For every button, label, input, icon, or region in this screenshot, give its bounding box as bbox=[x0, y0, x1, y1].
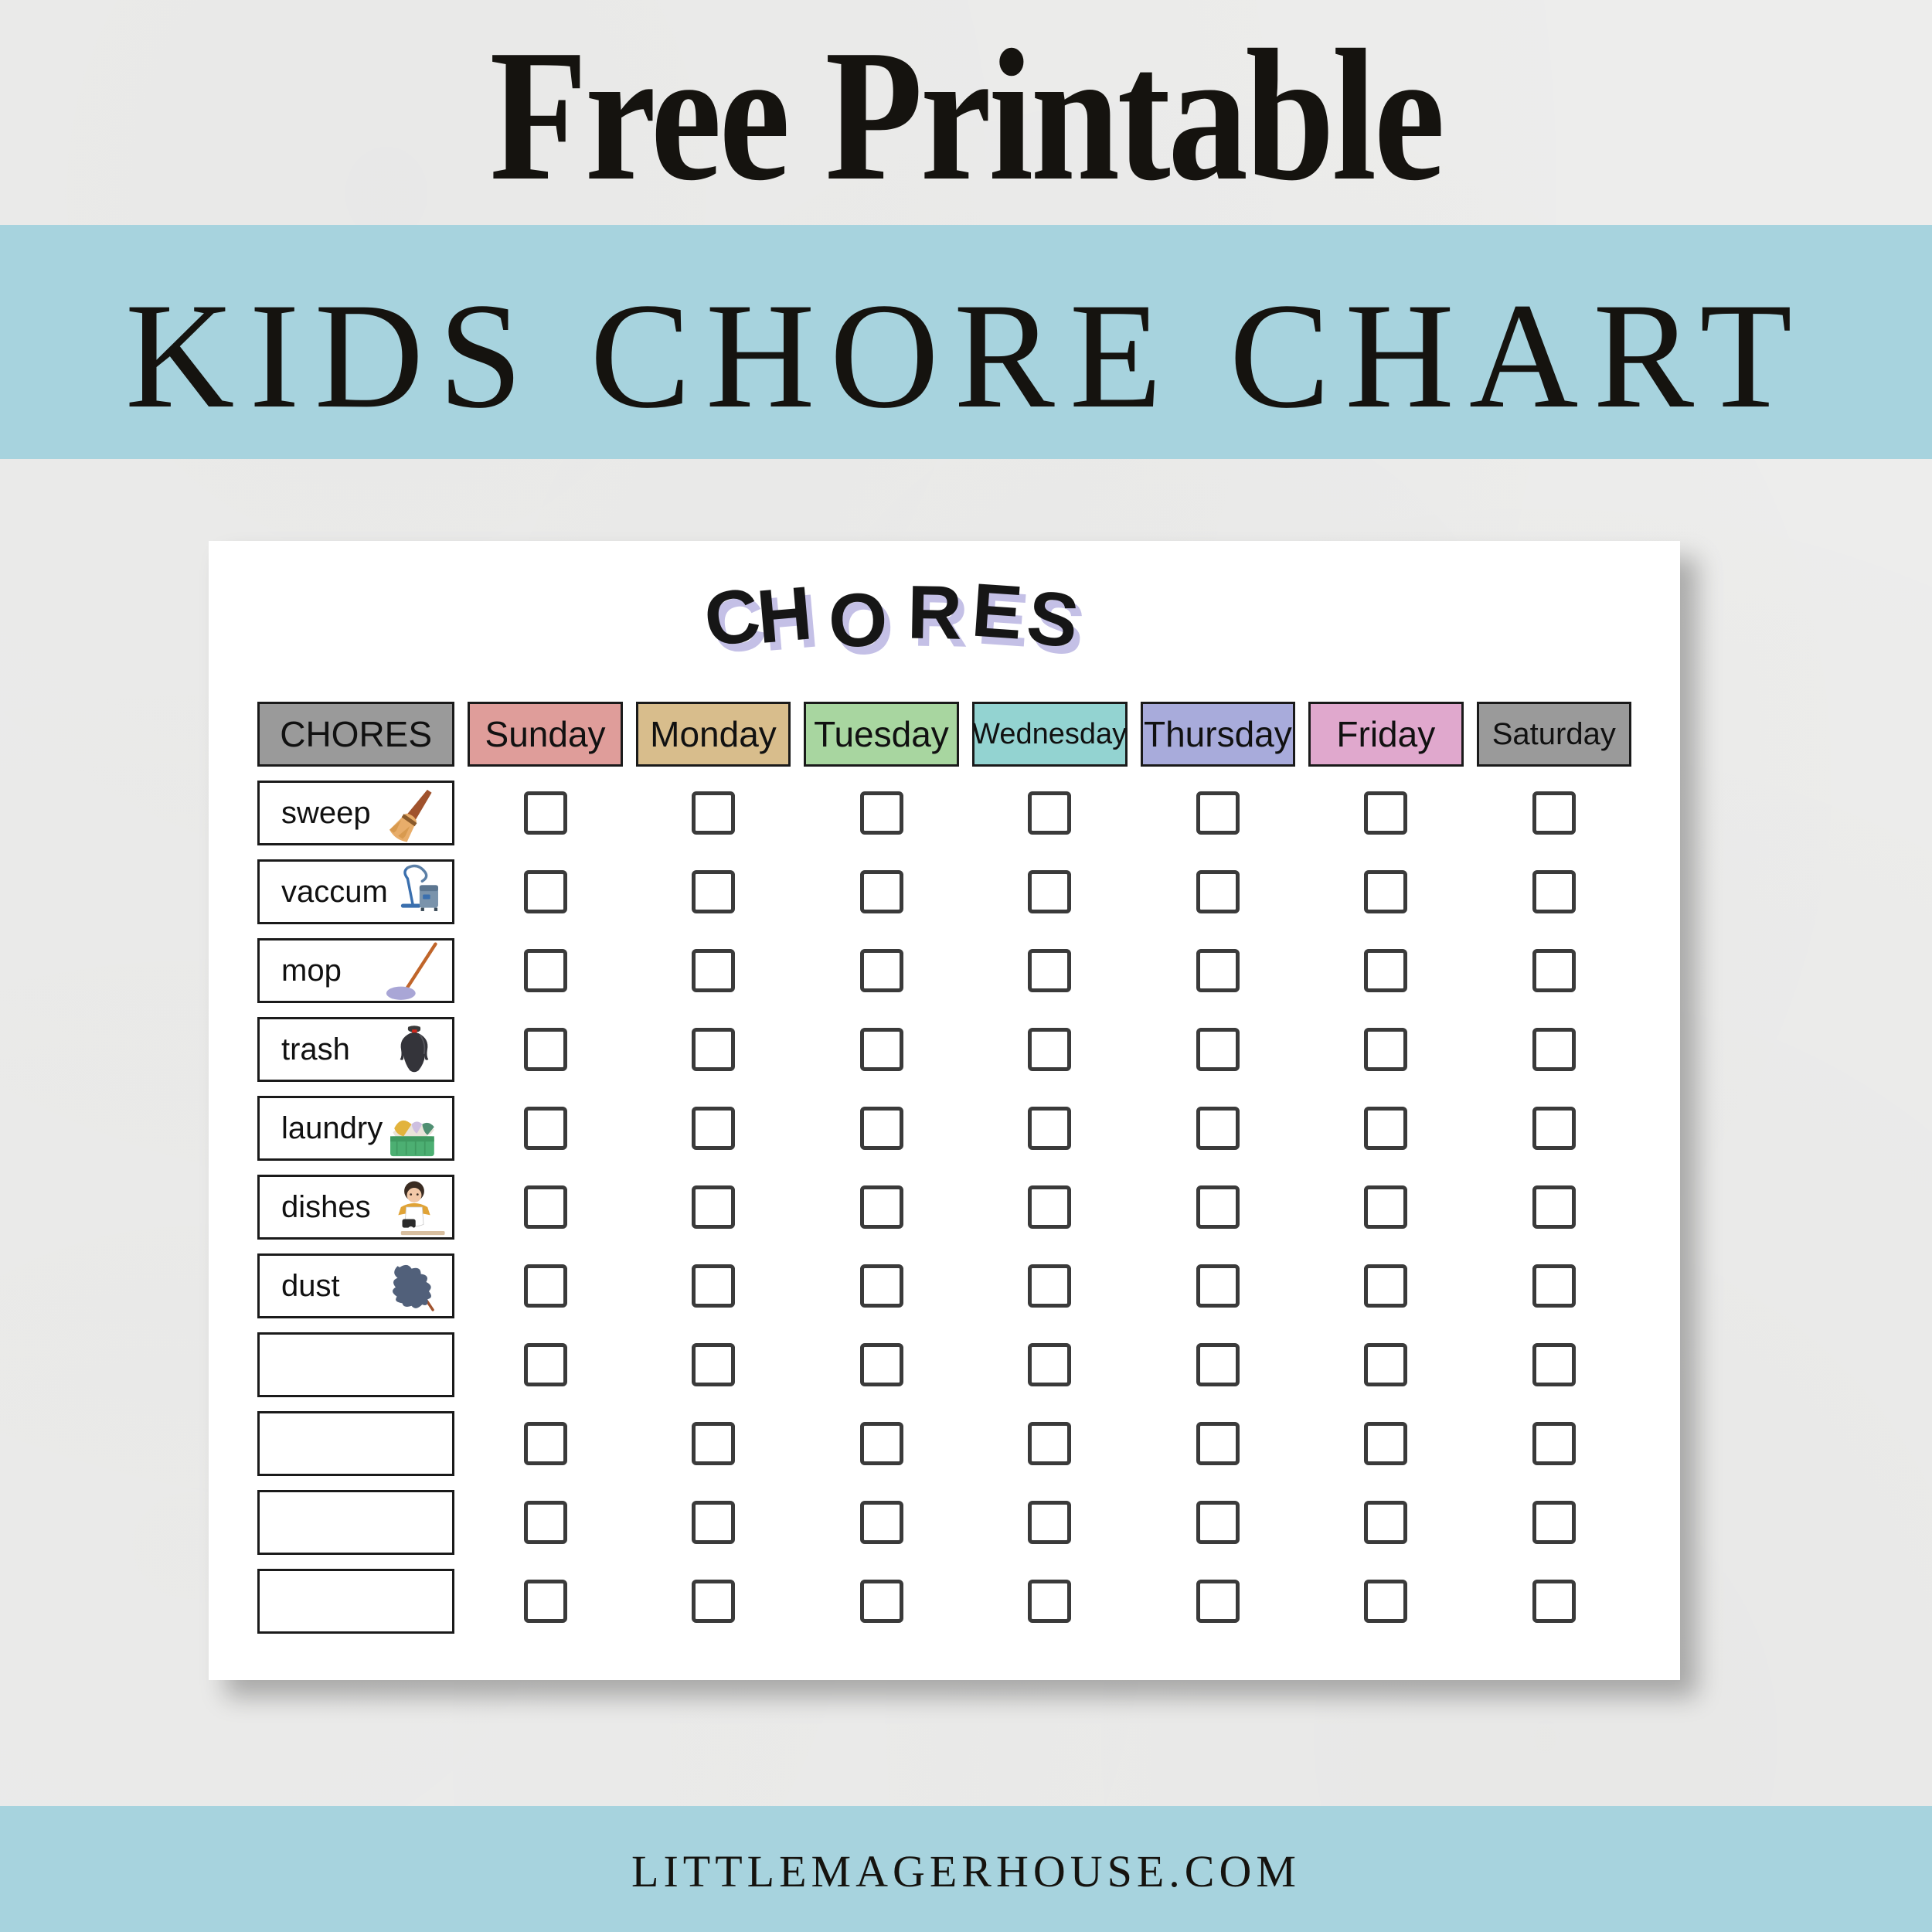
svg-text:H: H bbox=[753, 572, 815, 659]
svg-text:R: R bbox=[906, 572, 963, 655]
svg-text:E: E bbox=[969, 572, 1026, 655]
svg-text:O: O bbox=[827, 577, 889, 664]
